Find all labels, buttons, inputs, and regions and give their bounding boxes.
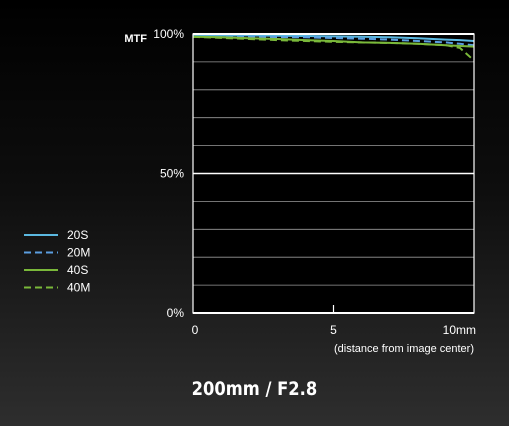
y-axis-title: MTF <box>124 33 147 45</box>
legend-label-40S: 40S <box>67 263 88 277</box>
chart-title: 200mm / F2.8 <box>191 378 318 400</box>
legend-label-20M: 20M <box>67 246 90 260</box>
y-tick-label-100: 100% <box>153 27 184 41</box>
x-axis-title: (distance from image center) <box>334 343 474 355</box>
series-line-40M <box>192 35 475 62</box>
grid-lines <box>193 61 474 286</box>
x-tick-label-10: 10mm <box>443 323 476 337</box>
axis-labels: MTF (distance from image center) 0 5 10mm 0… <box>124 27 476 355</box>
plot-frame <box>192 33 475 314</box>
x-tick-label-5: 5 <box>330 323 337 337</box>
y-tick-label-0: 0% <box>167 306 185 320</box>
series-group <box>192 34 475 62</box>
legend-label-40M: 40M <box>67 281 90 295</box>
legend-label-20S: 20S <box>67 228 88 242</box>
legend: 20S 20M 40S 40M <box>24 228 90 295</box>
series-line-20S <box>193 34 475 42</box>
y-tick-label-50: 50% <box>160 167 184 181</box>
x-tick-label-0: 0 <box>192 323 199 337</box>
